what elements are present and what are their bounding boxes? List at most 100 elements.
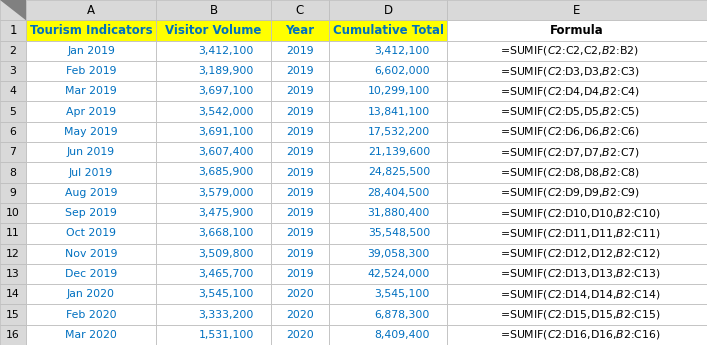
Bar [447, 284, 707, 304]
Bar [156, 162, 271, 183]
Bar [271, 223, 329, 244]
Text: Cumulative Total: Cumulative Total [332, 24, 443, 37]
Text: 6,602,000: 6,602,000 [375, 66, 430, 76]
Bar [329, 325, 447, 345]
Text: 39,058,300: 39,058,300 [368, 249, 430, 259]
Text: 3,607,400: 3,607,400 [199, 147, 254, 157]
Text: 14: 14 [6, 289, 20, 299]
Bar [26, 304, 156, 325]
Text: =SUMIF($C$2:D5,D5,$B$2:C5): =SUMIF($C$2:D5,D5,$B$2:C5) [500, 105, 640, 118]
Text: A: A [87, 4, 95, 17]
Text: 2020: 2020 [286, 330, 314, 340]
Text: 3,668,100: 3,668,100 [199, 228, 254, 238]
Bar [271, 162, 329, 183]
Bar [329, 183, 447, 203]
Bar [26, 183, 156, 203]
Text: 16: 16 [6, 330, 20, 340]
Text: 3,542,000: 3,542,000 [199, 107, 254, 117]
Bar [329, 20, 447, 41]
Bar [26, 142, 156, 162]
Bar [271, 101, 329, 122]
Bar [329, 142, 447, 162]
Bar [271, 20, 329, 41]
Bar [26, 0, 156, 20]
Bar [447, 61, 707, 81]
Text: 3,545,100: 3,545,100 [199, 289, 254, 299]
Bar [329, 264, 447, 284]
Bar [26, 284, 156, 304]
Text: C: C [296, 4, 304, 17]
Bar [0, 264, 26, 284]
Bar [271, 122, 329, 142]
Text: Feb 2019: Feb 2019 [66, 66, 116, 76]
Bar [156, 122, 271, 142]
Text: 3,465,700: 3,465,700 [199, 269, 254, 279]
Text: 13,841,100: 13,841,100 [368, 107, 430, 117]
Bar [271, 264, 329, 284]
Bar [271, 325, 329, 345]
Text: =SUMIF($C$2:D4,D4,$B$2:C4): =SUMIF($C$2:D4,D4,$B$2:C4) [500, 85, 640, 98]
Bar [0, 81, 26, 101]
Text: Mar 2020: Mar 2020 [65, 330, 117, 340]
Bar [447, 101, 707, 122]
Bar [271, 304, 329, 325]
Text: 2019: 2019 [286, 249, 314, 259]
Bar [156, 244, 271, 264]
Text: Jan 2020: Jan 2020 [67, 289, 115, 299]
Text: 5: 5 [10, 107, 16, 117]
Text: 3,333,200: 3,333,200 [199, 309, 254, 319]
Text: =SUMIF($C$2:D6,D6,$B$2:C6): =SUMIF($C$2:D6,D6,$B$2:C6) [500, 126, 640, 138]
Bar [156, 203, 271, 223]
Text: Apr 2019: Apr 2019 [66, 107, 116, 117]
Bar [0, 284, 26, 304]
Text: =SUMIF($C$2:D12,D12,$B$2:C12): =SUMIF($C$2:D12,D12,$B$2:C12) [500, 247, 660, 260]
Text: Visitor Volume: Visitor Volume [165, 24, 262, 37]
Text: 10,299,100: 10,299,100 [368, 86, 430, 96]
Bar [271, 61, 329, 81]
Text: 3,189,900: 3,189,900 [199, 66, 254, 76]
Bar [271, 81, 329, 101]
Text: =SUMIF($C$2:D3,D3,$B$2:C3): =SUMIF($C$2:D3,D3,$B$2:C3) [500, 65, 640, 78]
Bar [447, 162, 707, 183]
Text: 3,412,100: 3,412,100 [375, 46, 430, 56]
Text: =SUMIF($C$2:D15,D15,$B$2:C15): =SUMIF($C$2:D15,D15,$B$2:C15) [500, 308, 660, 321]
Text: 3,685,900: 3,685,900 [199, 168, 254, 177]
Bar [156, 0, 271, 20]
Bar [271, 183, 329, 203]
Bar [329, 81, 447, 101]
Bar [447, 122, 707, 142]
Text: =SUMIF($C$2:D13,D13,$B$2:C13): =SUMIF($C$2:D13,D13,$B$2:C13) [500, 267, 660, 280]
Bar [329, 223, 447, 244]
Text: 2020: 2020 [286, 289, 314, 299]
Text: May 2019: May 2019 [64, 127, 118, 137]
Text: Oct 2019: Oct 2019 [66, 228, 116, 238]
Text: Mar 2019: Mar 2019 [65, 86, 117, 96]
Text: Jun 2019: Jun 2019 [67, 147, 115, 157]
Bar [156, 142, 271, 162]
Polygon shape [0, 0, 26, 20]
Bar [329, 41, 447, 61]
Text: 31,880,400: 31,880,400 [368, 208, 430, 218]
Bar [26, 81, 156, 101]
Bar [329, 101, 447, 122]
Text: 42,524,000: 42,524,000 [368, 269, 430, 279]
Bar [26, 122, 156, 142]
Text: 8: 8 [10, 168, 16, 177]
Text: =SUMIF($C$2:C2,C2,$B$2:B2): =SUMIF($C$2:C2,C2,$B$2:B2) [500, 44, 639, 57]
Bar [0, 122, 26, 142]
Bar [26, 101, 156, 122]
Bar [0, 20, 26, 41]
Text: 1: 1 [9, 24, 17, 37]
Bar [329, 122, 447, 142]
Bar [26, 20, 156, 41]
Text: 7: 7 [10, 147, 16, 157]
Bar [26, 264, 156, 284]
Bar [329, 162, 447, 183]
Text: 2019: 2019 [286, 66, 314, 76]
Bar [0, 203, 26, 223]
Bar [0, 0, 26, 20]
Text: 4: 4 [10, 86, 16, 96]
Bar [156, 41, 271, 61]
Bar [447, 223, 707, 244]
Bar [0, 142, 26, 162]
